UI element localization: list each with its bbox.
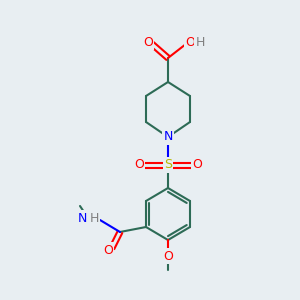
Text: N: N [77,212,87,224]
Text: N: N [163,130,173,143]
Text: O: O [192,158,202,172]
Text: O: O [163,250,173,262]
Text: O: O [134,158,144,172]
Text: O: O [103,244,113,256]
Text: H: H [89,212,99,224]
Text: H: H [195,35,205,49]
Text: S: S [164,158,172,172]
Text: O: O [185,35,195,49]
Text: O: O [143,35,153,49]
